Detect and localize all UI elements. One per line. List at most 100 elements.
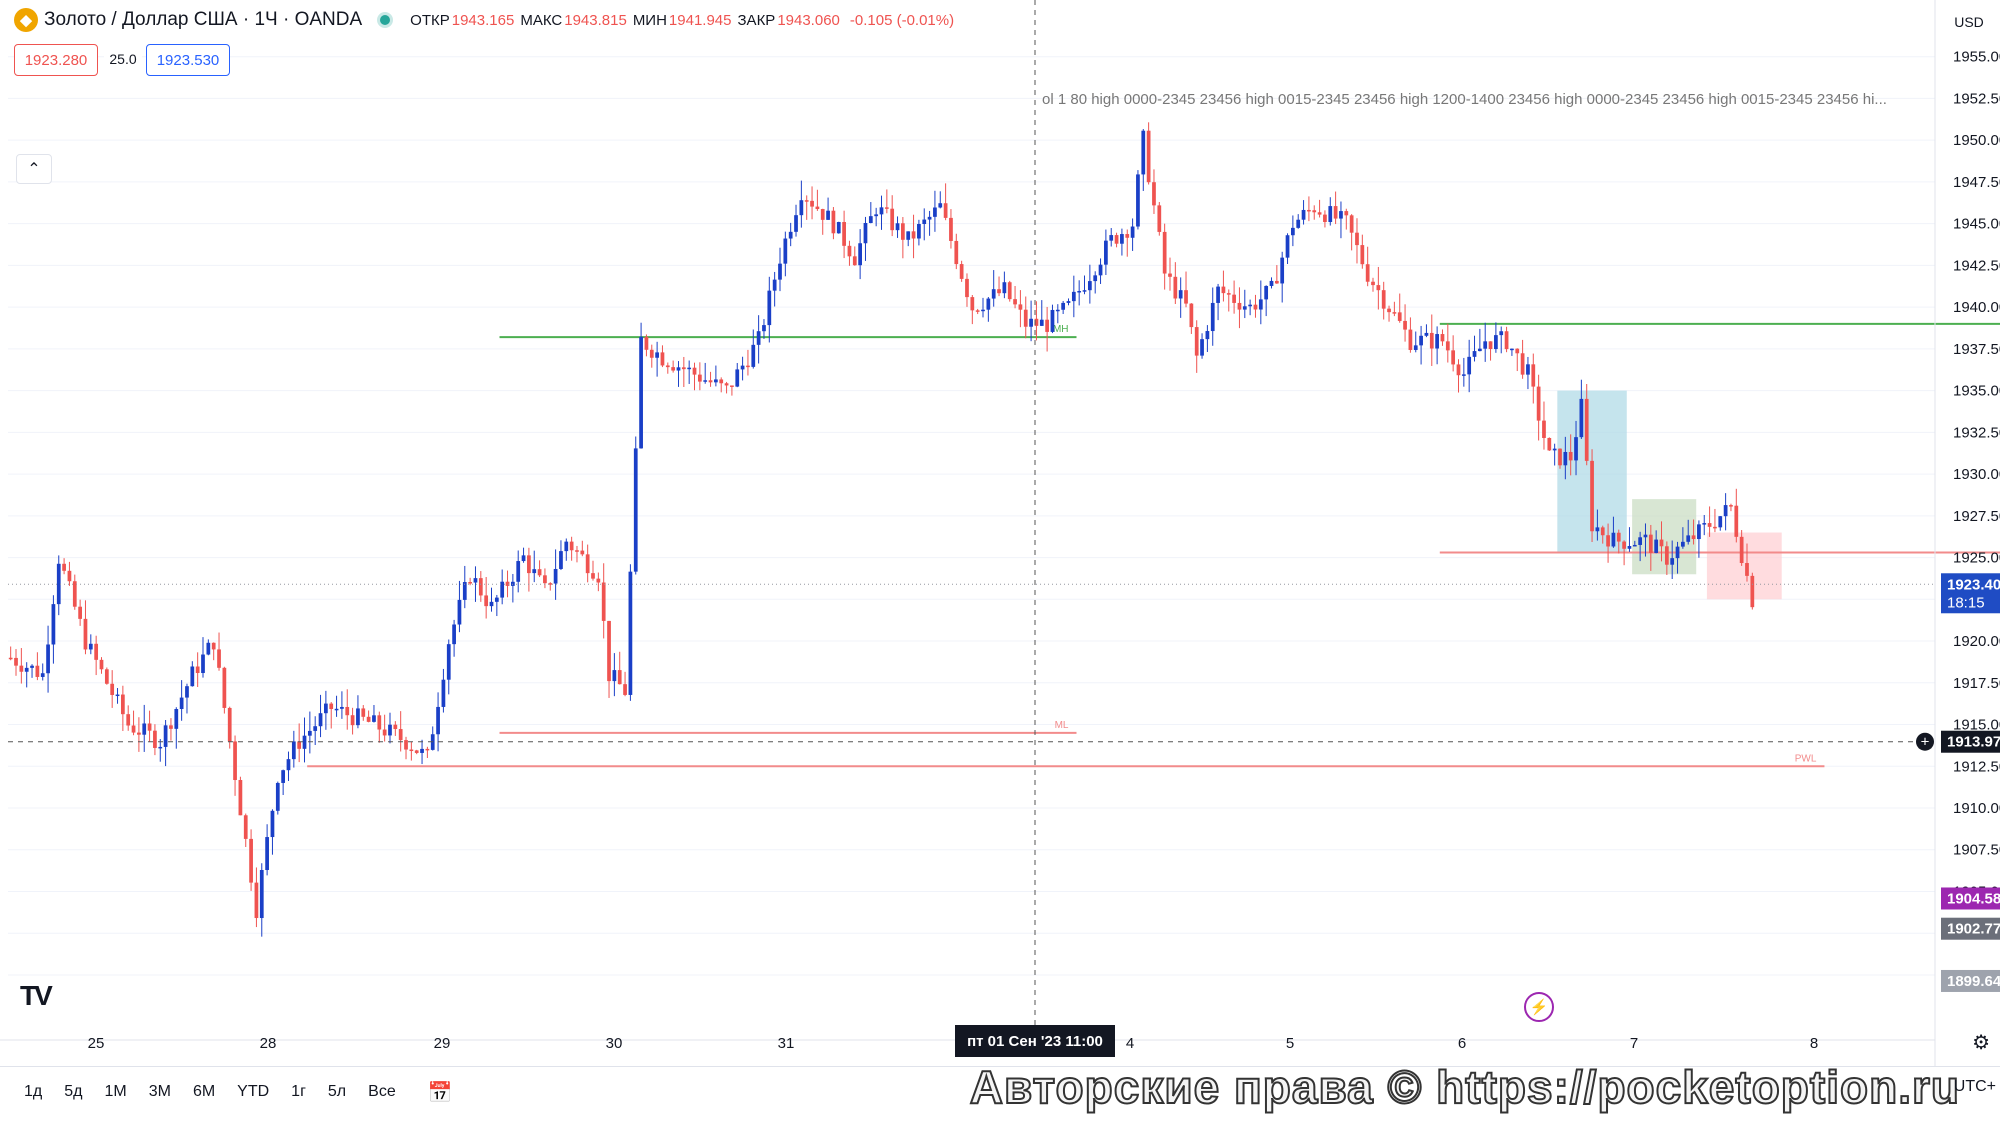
candle-body xyxy=(890,208,895,231)
candle-body xyxy=(1013,299,1017,305)
candle-body xyxy=(1408,329,1413,350)
low-label: МИН xyxy=(632,11,667,29)
candle-body xyxy=(468,582,472,584)
price-chart[interactable]: PDHMHPDLMLPWL 1900.001902.501905.001907.… xyxy=(0,0,2000,1066)
candle-body xyxy=(1136,174,1140,227)
candle-body xyxy=(8,657,13,660)
candle-body xyxy=(398,729,403,741)
collapse-legend-button[interactable]: ⌃ xyxy=(16,154,52,184)
candle-body xyxy=(1120,234,1124,244)
buy-button[interactable]: 1923.530 xyxy=(146,44,230,76)
candle-body xyxy=(1178,290,1183,299)
candle-body xyxy=(35,665,40,677)
last-price-badge xyxy=(1941,573,2000,614)
candle-body xyxy=(1595,527,1600,532)
candle-body xyxy=(537,569,542,576)
candle-body xyxy=(1317,212,1322,215)
candles-layer xyxy=(8,122,1755,937)
candle-body xyxy=(1707,523,1712,527)
y-tick-label: 1920.00 xyxy=(1953,633,2000,650)
candle-body xyxy=(62,563,66,571)
candle-body xyxy=(478,578,483,596)
candle-body xyxy=(1600,527,1605,536)
candle-body xyxy=(1365,264,1370,282)
candle-body xyxy=(110,683,115,695)
candle-body xyxy=(99,659,104,670)
x-tick-label: 31 xyxy=(778,1035,795,1052)
sell-button[interactable]: 1923.280 xyxy=(14,44,98,76)
y-tick-label: 1947.50 xyxy=(1953,174,2000,191)
candle-body xyxy=(553,568,558,584)
currency-button[interactable]: USD xyxy=(1954,14,1984,30)
candle-body xyxy=(756,331,761,345)
x-tick-label: 4 xyxy=(1126,1035,1134,1052)
crosshair-time-badge xyxy=(955,1025,1115,1057)
candle-body xyxy=(981,309,985,312)
range-button[interactable]: 5д xyxy=(64,1083,83,1100)
candle-body xyxy=(372,715,376,722)
candle-body xyxy=(1050,309,1055,332)
candle-body xyxy=(719,379,724,384)
candle-body xyxy=(949,217,953,241)
candle-body xyxy=(1210,302,1215,332)
y-tick-label: 1932.50 xyxy=(1953,424,2000,441)
candle-body xyxy=(569,541,574,551)
candle-body xyxy=(986,298,991,310)
candle-body xyxy=(1296,219,1301,228)
range-button[interactable]: Все xyxy=(368,1083,396,1100)
gear-icon[interactable]: ⚙ xyxy=(1972,1032,1990,1054)
range-button[interactable]: 1д xyxy=(24,1083,43,1100)
candle-body xyxy=(46,644,50,674)
candle-body xyxy=(1526,364,1530,375)
candle-body xyxy=(1349,215,1354,233)
candle-body xyxy=(366,716,371,722)
timezone-label[interactable]: UTC+ xyxy=(1953,1078,1996,1095)
candle-body xyxy=(1285,235,1290,258)
range-button[interactable]: 3М xyxy=(148,1083,171,1100)
candle-body xyxy=(1413,345,1418,350)
candle-body xyxy=(179,697,184,710)
range-button[interactable]: 1М xyxy=(104,1083,127,1100)
candle-body xyxy=(1643,534,1648,538)
tradingview-logo-icon[interactable]: TV xyxy=(20,980,53,1011)
candle-body xyxy=(1520,353,1525,375)
symbol-title[interactable]: Золото / Доллар США · 1Ч · OANDA xyxy=(44,9,363,30)
candle-body xyxy=(1648,534,1653,553)
goto-date-icon[interactable]: 📅 xyxy=(427,1081,453,1104)
candle-body xyxy=(527,555,531,574)
range-button[interactable]: YTD xyxy=(237,1083,270,1100)
candle-body xyxy=(1258,299,1263,310)
candle-body xyxy=(414,750,419,753)
candle-body xyxy=(51,604,56,645)
time-axis[interactable]: 25 28 29 30 31 4 5 6 7 8 пт 01 Сен '23 11:00 xyxy=(0,1025,1935,1057)
candle-body xyxy=(30,665,34,668)
level-label: MH xyxy=(1053,324,1069,335)
range-button[interactable]: 1г xyxy=(291,1083,306,1100)
candle-body xyxy=(1579,398,1584,438)
candle-body xyxy=(302,735,307,749)
candle-body xyxy=(772,279,777,291)
candle-body xyxy=(617,670,622,685)
range-button[interactable]: 5л xyxy=(327,1083,347,1100)
candle-body xyxy=(1221,286,1226,294)
candle-body xyxy=(649,349,654,358)
candle-body xyxy=(1232,294,1236,303)
candle-body xyxy=(927,216,932,220)
candle-body xyxy=(211,642,216,650)
candle-body xyxy=(804,200,809,202)
bottom-toolbar: 1д 5д 1М 3М 6М YTD 1г 5л Все 📅 xyxy=(0,1066,2000,1117)
candle-body xyxy=(1697,524,1701,540)
range-button[interactable]: 6М xyxy=(192,1083,216,1100)
candle-body xyxy=(1242,306,1247,310)
candle-body xyxy=(1536,386,1541,421)
x-tick-label: 5 xyxy=(1286,1035,1294,1052)
indicator-label: ol 1 80 high 0000-2345 23456 high 0015-2… xyxy=(1042,91,1887,108)
candle-body xyxy=(217,649,221,668)
price-axis[interactable]: 1900.001902.501905.001907.501910.001912.… xyxy=(1916,0,2000,1066)
flash-icon[interactable]: ⚡ xyxy=(1524,992,1554,1022)
candle-body xyxy=(174,709,179,729)
candle-body xyxy=(1718,516,1723,528)
candle-body xyxy=(19,665,24,672)
y-tick-label: 1952.50 xyxy=(1953,90,2000,107)
candle-body xyxy=(222,667,227,708)
